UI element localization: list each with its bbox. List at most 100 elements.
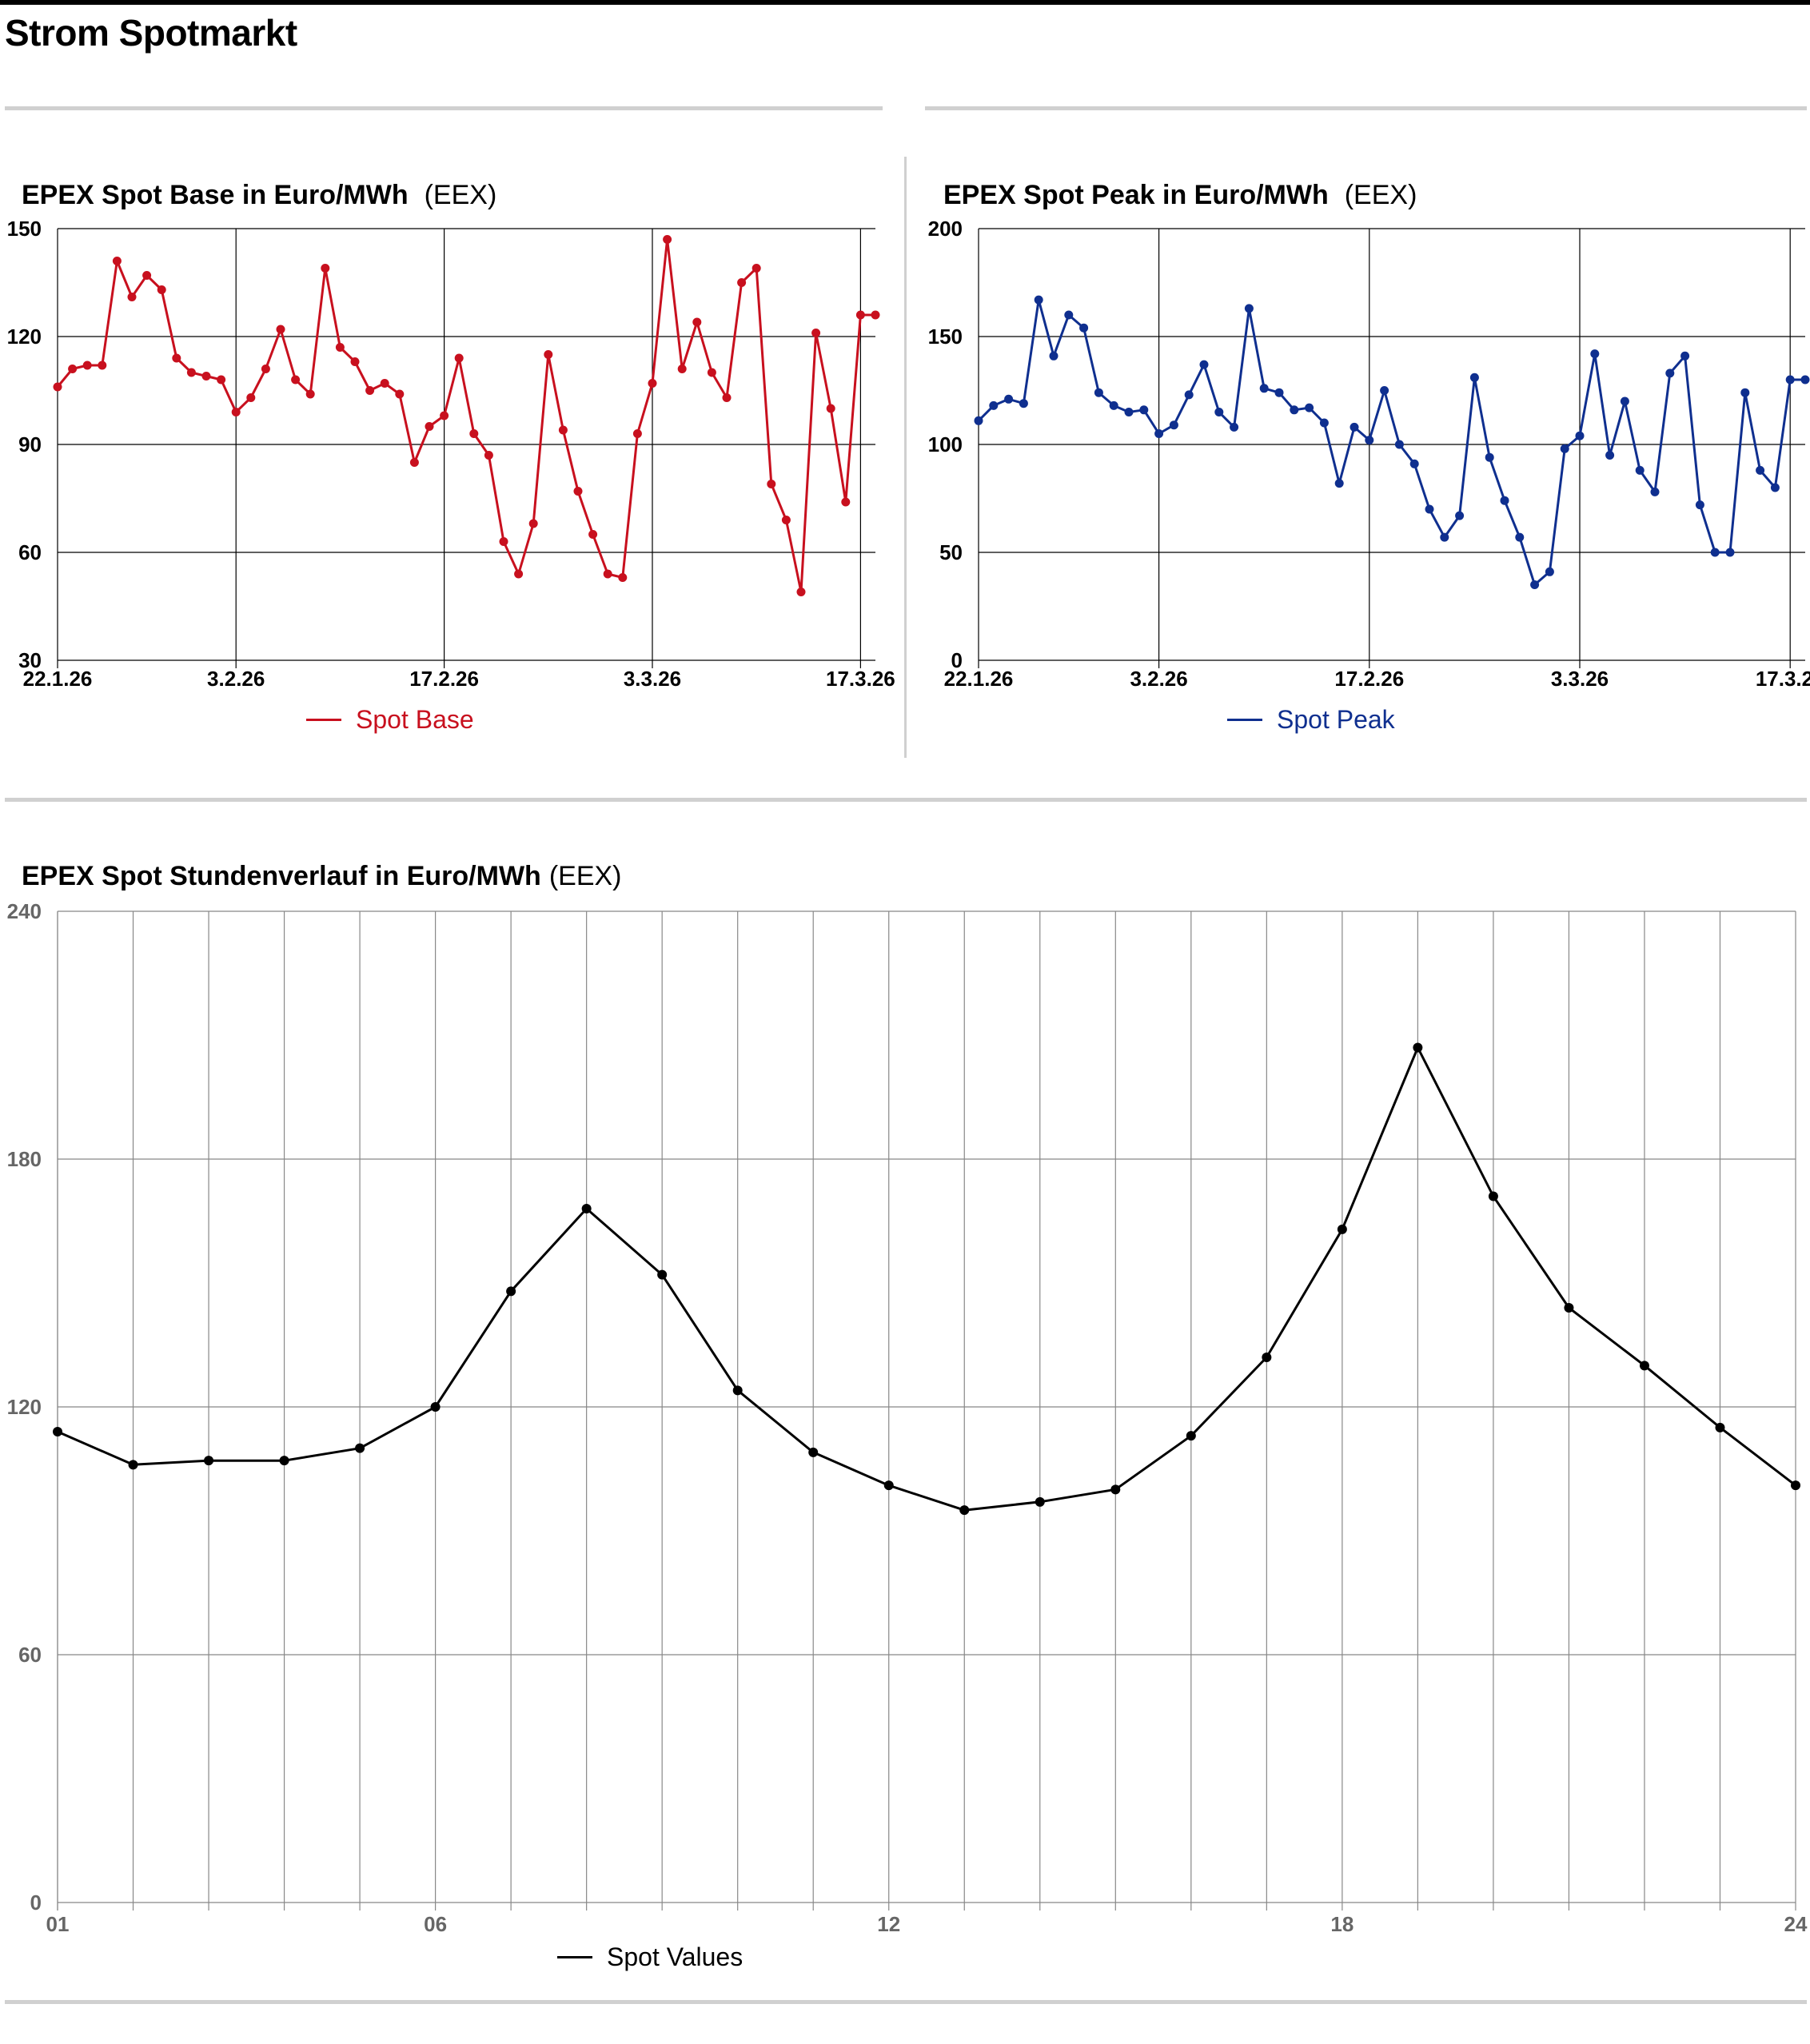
- data-point: [1665, 369, 1675, 378]
- hourly-chart-title-text: EPEX Spot Stundenverlauf in Euro/MWh: [22, 861, 541, 891]
- data-point: [186, 368, 196, 377]
- data-point: [1035, 1496, 1045, 1507]
- data-point: [841, 497, 851, 507]
- hourly-legend-swatch: [557, 1956, 592, 1958]
- data-point: [469, 429, 479, 438]
- data-point: [871, 310, 880, 320]
- x-tick-label: 17.2.26: [1334, 667, 1404, 691]
- data-point: [1019, 399, 1028, 408]
- data-point: [1199, 360, 1209, 369]
- data-point: [1290, 405, 1299, 415]
- x-tick-label: 22.1.26: [944, 667, 1014, 691]
- y-tick-label: 30: [18, 648, 42, 672]
- data-point: [581, 1204, 592, 1213]
- data-point: [204, 1456, 214, 1466]
- data-point: [380, 379, 389, 388]
- base-legend-swatch: [306, 719, 341, 721]
- data-point: [1259, 384, 1269, 393]
- data-point: [1004, 394, 1014, 404]
- data-point: [454, 353, 464, 363]
- data-point: [1639, 1361, 1649, 1371]
- y-tick-label: 180: [7, 1147, 42, 1171]
- data-point: [172, 353, 181, 363]
- data-point: [128, 1460, 138, 1470]
- data-point: [989, 400, 999, 410]
- y-tick-label: 120: [7, 1395, 42, 1419]
- data-point: [261, 365, 270, 373]
- data-point: [1337, 1224, 1347, 1234]
- data-point: [732, 1385, 743, 1396]
- data-point: [1485, 452, 1494, 462]
- data-point: [1169, 420, 1178, 430]
- data-point: [1244, 304, 1254, 313]
- data-point: [573, 487, 583, 496]
- data-point: [98, 361, 107, 370]
- data-point: [484, 451, 493, 460]
- data-point: [1049, 351, 1058, 361]
- data-point: [618, 573, 628, 582]
- y-tick-label: 150: [928, 325, 963, 349]
- x-tick-label: 17.3.26: [826, 667, 895, 691]
- data-point: [1365, 436, 1374, 445]
- data-point: [1725, 548, 1735, 557]
- data-point: [1425, 504, 1434, 514]
- data-point: [246, 393, 256, 402]
- data-point: [425, 422, 434, 431]
- x-tick-label: 17.3.26: [1756, 667, 1810, 691]
- data-point: [112, 257, 122, 265]
- data-point: [796, 588, 806, 596]
- peak-chart-source: (EEX): [1344, 180, 1417, 210]
- x-tick-label: 3.2.26: [1130, 667, 1187, 691]
- data-point: [1500, 496, 1509, 505]
- data-point: [1740, 388, 1750, 397]
- peak-legend-swatch: [1227, 719, 1262, 721]
- data-point: [826, 404, 835, 413]
- data-point: [365, 386, 375, 395]
- hourly-legend: Spot Values: [557, 1942, 743, 1972]
- data-point: [1413, 1042, 1423, 1053]
- divider: [5, 2000, 1807, 2004]
- data-point: [201, 372, 211, 381]
- data-point: [1064, 310, 1074, 320]
- hourly-legend-label: Spot Values: [607, 1942, 744, 1971]
- data-point: [1034, 295, 1043, 305]
- data-point: [1710, 548, 1720, 557]
- data-point: [1635, 465, 1645, 475]
- data-point: [1715, 1422, 1725, 1432]
- data-point: [335, 343, 345, 352]
- y-tick-label: 150: [7, 217, 42, 241]
- base-chart-source: (EEX): [424, 180, 497, 210]
- data-point: [68, 365, 78, 373]
- data-point: [499, 537, 508, 546]
- data-point: [1695, 500, 1704, 510]
- x-tick-label: 18: [1330, 1912, 1354, 1936]
- y-tick-label: 50: [939, 540, 963, 564]
- data-point: [883, 1480, 894, 1491]
- data-point: [752, 264, 761, 273]
- data-point: [692, 317, 702, 327]
- data-point: [409, 458, 419, 467]
- data-point: [677, 365, 687, 373]
- x-tick-label: 06: [424, 1912, 447, 1936]
- y-tick-label: 200: [928, 217, 963, 241]
- peak-chart-title: EPEX Spot Peak in Euro/MWh (EEX): [943, 180, 1417, 211]
- data-point: [430, 1402, 441, 1412]
- x-tick-label: 3.3.26: [624, 667, 681, 691]
- data-point: [1515, 532, 1525, 542]
- series-line: [56, 238, 875, 593]
- data-point: [808, 1447, 819, 1457]
- data-point: [1770, 483, 1780, 492]
- divider: [5, 106, 883, 110]
- data-point: [528, 519, 538, 528]
- data-point: [588, 530, 598, 539]
- data-point: [142, 271, 152, 280]
- data-point: [1564, 1303, 1574, 1313]
- data-point: [632, 429, 642, 438]
- data-point: [781, 516, 791, 524]
- data-point: [1305, 403, 1314, 412]
- data-point: [350, 357, 360, 366]
- data-point: [355, 1443, 365, 1453]
- data-point: [506, 1286, 516, 1297]
- data-point: [558, 425, 568, 435]
- peak-legend: Spot Peak: [1227, 705, 1395, 735]
